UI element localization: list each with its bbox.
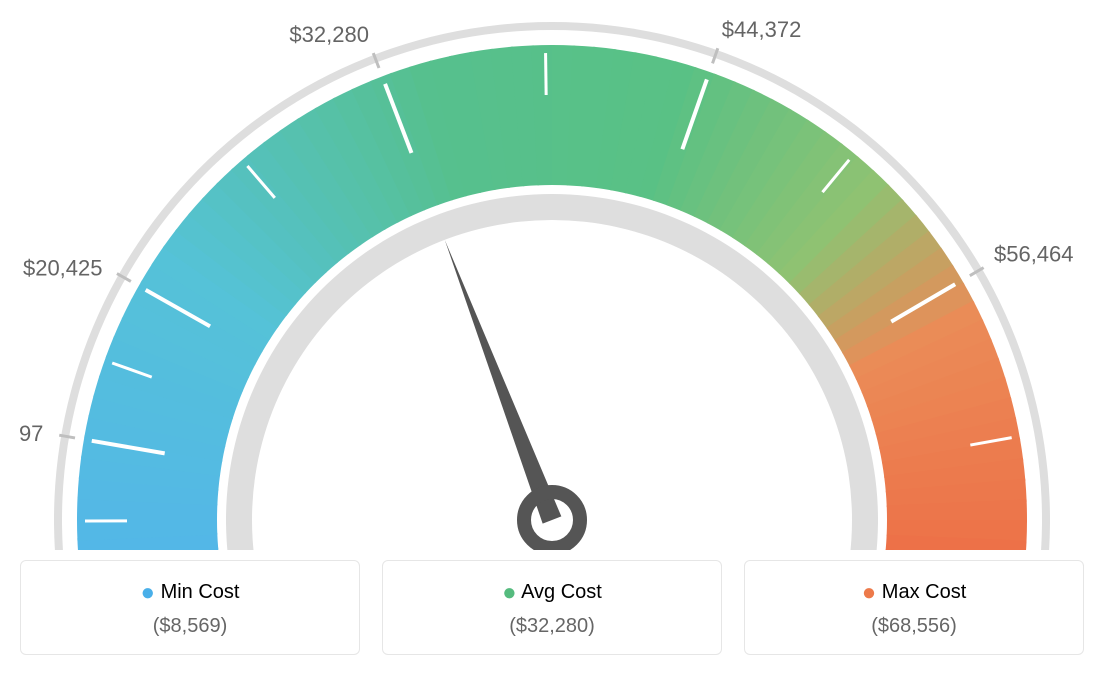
legend-dot-avg: ● — [502, 579, 517, 606]
legend-title-min: ● Min Cost — [21, 579, 359, 607]
legend-label-max: Max Cost — [882, 581, 966, 603]
legend-card-avg: ● Avg Cost ($32,280) — [382, 560, 722, 655]
legend-value-avg: ($32,280) — [383, 615, 721, 638]
legend-dot-max: ● — [862, 579, 877, 606]
legend-label-avg: Avg Cost — [521, 581, 602, 603]
svg-text:$44,372: $44,372 — [722, 20, 802, 42]
gauge-chart: $8,569$14,497$20,425$32,280$44,372$56,46… — [20, 20, 1084, 550]
legend-value-max: ($68,556) — [745, 615, 1083, 638]
legend-value-min: ($8,569) — [21, 615, 359, 638]
legend-label-min: Min Cost — [161, 581, 240, 603]
legend-title-max: ● Max Cost — [745, 579, 1083, 607]
legend-dot-min: ● — [141, 579, 156, 606]
svg-text:$14,497: $14,497 — [20, 421, 43, 446]
cost-gauge-container: $8,569$14,497$20,425$32,280$44,372$56,46… — [20, 20, 1084, 655]
legend-card-min: ● Min Cost ($8,569) — [20, 560, 360, 655]
svg-text:$56,464: $56,464 — [994, 242, 1074, 267]
legend-card-max: ● Max Cost ($68,556) — [744, 560, 1084, 655]
legend-title-avg: ● Avg Cost — [383, 579, 721, 607]
legend-row: ● Min Cost ($8,569) ● Avg Cost ($32,280)… — [20, 560, 1084, 655]
svg-text:$20,425: $20,425 — [23, 256, 103, 281]
svg-text:$32,280: $32,280 — [289, 22, 369, 47]
